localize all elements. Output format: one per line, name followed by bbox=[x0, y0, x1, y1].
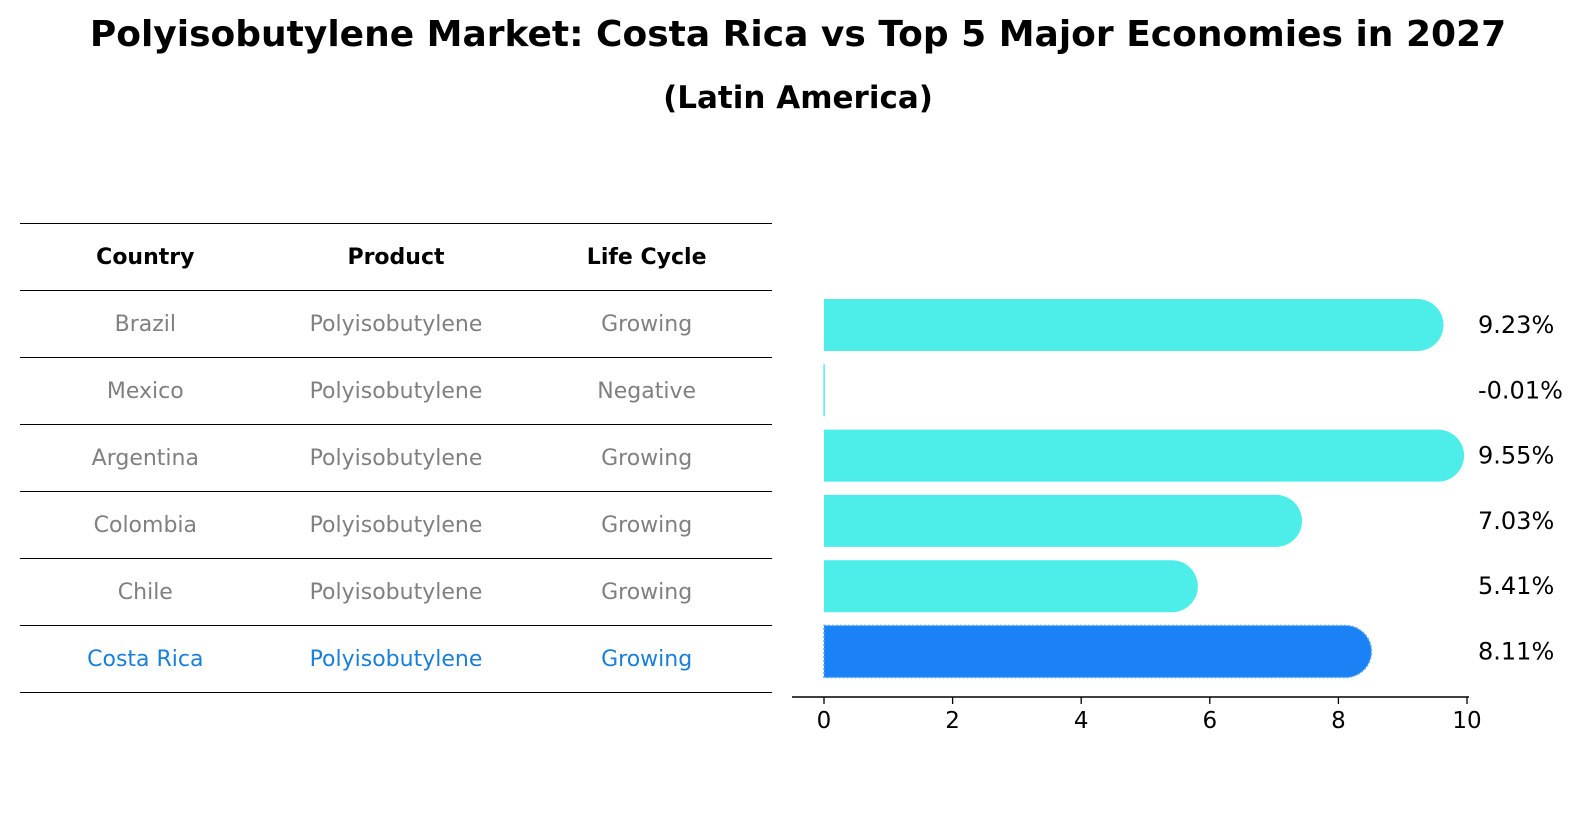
cell-country: Brazil bbox=[20, 290, 271, 358]
header-country: Country bbox=[20, 223, 271, 291]
cell-life-cycle: Growing bbox=[521, 558, 772, 626]
cell-life-cycle: Growing bbox=[521, 491, 772, 559]
cell-country: Argentina bbox=[20, 424, 271, 492]
cell-life-cycle: Negative bbox=[521, 357, 772, 425]
cell-product: Polyisobutylene bbox=[270, 290, 522, 358]
table-row: Chile Polyisobutylene Growing bbox=[20, 558, 772, 626]
cell-product: Polyisobutylene bbox=[270, 558, 522, 626]
chart-subtitle: (Latin America) bbox=[663, 80, 933, 116]
table-row: Mexico Polyisobutylene Negative bbox=[20, 357, 772, 425]
value-label-chile: 5.41% bbox=[1478, 572, 1554, 600]
cell-country: Costa Rica bbox=[20, 625, 271, 693]
bar-mexico bbox=[823, 364, 825, 417]
value-label-colombia: 7.03% bbox=[1478, 507, 1554, 535]
value-label-costa-rica: 8.11% bbox=[1478, 638, 1554, 666]
cell-life-cycle: Growing bbox=[521, 290, 772, 358]
cell-country: Chile bbox=[20, 558, 271, 626]
cell-product: Polyisobutylene bbox=[270, 625, 522, 693]
product-table: Country Product Life Cycle Brazil Polyis… bbox=[20, 223, 772, 693]
x-tick-label-8: 8 bbox=[1331, 708, 1346, 734]
cell-life-cycle: Growing bbox=[521, 625, 772, 693]
value-label-mexico: -0.01% bbox=[1478, 376, 1563, 404]
cell-life-cycle: Growing bbox=[521, 424, 772, 492]
header-life-cycle: Life Cycle bbox=[521, 223, 772, 291]
header-product: Product bbox=[270, 223, 522, 291]
cell-country: Mexico bbox=[20, 357, 271, 425]
bar-chile bbox=[824, 560, 1198, 613]
bar-argentina bbox=[824, 429, 1465, 482]
table-row-highlighted: Costa Rica Polyisobutylene Growing bbox=[20, 625, 772, 693]
x-tick-label-6: 6 bbox=[1202, 708, 1217, 734]
x-tick-label-2: 2 bbox=[945, 708, 960, 734]
cell-product: Polyisobutylene bbox=[270, 357, 522, 425]
cell-country: Colombia bbox=[20, 491, 271, 559]
chart-title: Polyisobutylene Market: Costa Rica vs To… bbox=[89, 14, 1507, 55]
x-tick-label-0: 0 bbox=[817, 708, 832, 734]
x-tick-label-10: 10 bbox=[1452, 708, 1481, 734]
value-label-argentina: 9.55% bbox=[1478, 442, 1554, 470]
table-header-row: Country Product Life Cycle bbox=[20, 223, 772, 291]
table-row: Argentina Polyisobutylene Growing bbox=[20, 424, 772, 492]
bar-costa-rica bbox=[823, 624, 1373, 679]
bar-brazil bbox=[824, 299, 1444, 351]
table-row: Colombia Polyisobutylene Growing bbox=[20, 491, 772, 559]
value-label-brazil: 9.23% bbox=[1478, 311, 1554, 339]
x-tick-label-4: 4 bbox=[1074, 708, 1089, 734]
cell-product: Polyisobutylene bbox=[270, 491, 522, 559]
cell-product: Polyisobutylene bbox=[270, 424, 522, 492]
table-row: Brazil Polyisobutylene Growing bbox=[20, 290, 772, 358]
bar-colombia bbox=[824, 494, 1303, 547]
